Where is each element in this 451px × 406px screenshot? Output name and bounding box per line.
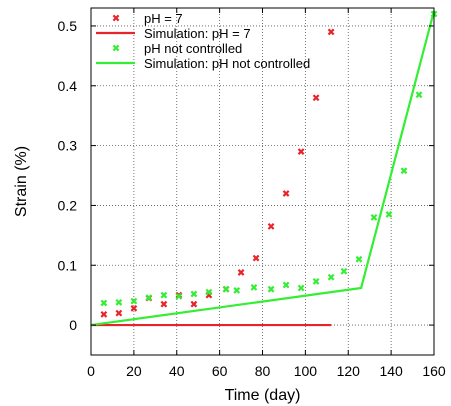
legend-marker [112,44,120,52]
data-point [297,284,305,292]
data-point [400,167,408,175]
x-axis-label: Time (day) [225,387,301,404]
data-point [327,273,335,281]
x-tick-label: 0 [87,363,95,379]
data-point [267,222,275,230]
legend-label: pH = 7 [144,11,183,26]
data-point [222,285,230,293]
y-tick-label: 0.2 [58,197,78,213]
data-point [190,300,198,308]
axis-ticks: 0 20 40 60 80 100 120 140 160 0 0.1 0.2 0.3 0.4 0.5 [58,8,446,379]
x-tick-label: 120 [337,363,361,379]
data-point [233,287,241,294]
data-point [115,309,123,317]
data-point [190,290,198,298]
legend-label: pH not controlled [144,41,242,56]
y-tick-label: 0.3 [58,138,78,154]
y-tick-label: 0.5 [58,18,78,34]
x-tick-label: 160 [422,363,446,379]
data-series [90,10,438,327]
data-point [282,190,290,197]
x-tick-label: 100 [294,363,318,379]
data-point [312,278,320,285]
data-point [175,292,183,300]
x-tick-label: 20 [126,363,142,379]
x-tick-label: 60 [212,363,228,379]
data-point [370,214,378,221]
y-tick-label: 0.1 [58,257,78,273]
data-point [415,91,423,99]
y-tick-label: 0 [69,317,77,333]
legend-label: Simulation: pH = 7 [144,26,251,41]
data-point [100,310,108,318]
data-point [160,291,168,299]
data-point [297,148,305,155]
data-point [205,288,213,296]
series-line [90,10,436,327]
data-point [250,284,258,291]
data-point [340,267,348,275]
data-point [355,255,363,263]
x-tick-label: 40 [169,363,185,379]
y-tick-label: 0.4 [58,78,78,94]
data-point [282,281,290,289]
data-point [237,269,245,276]
data-point [267,285,275,293]
legend-label: Simulation: pH not controlled [144,56,310,71]
data-point [115,298,123,306]
data-point [130,304,138,312]
x-tick-label: 80 [255,363,271,379]
data-point [145,294,153,301]
data-point [327,28,335,36]
data-point [312,94,320,102]
x-tick-label: 140 [379,363,403,379]
data-point [130,297,138,305]
data-point [252,254,260,262]
grid-lines [91,8,434,355]
legend-marker [112,14,120,22]
data-point [385,211,393,218]
y-axis-label: Strain (%) [13,146,30,217]
data-point [160,300,168,308]
data-point [100,299,108,307]
